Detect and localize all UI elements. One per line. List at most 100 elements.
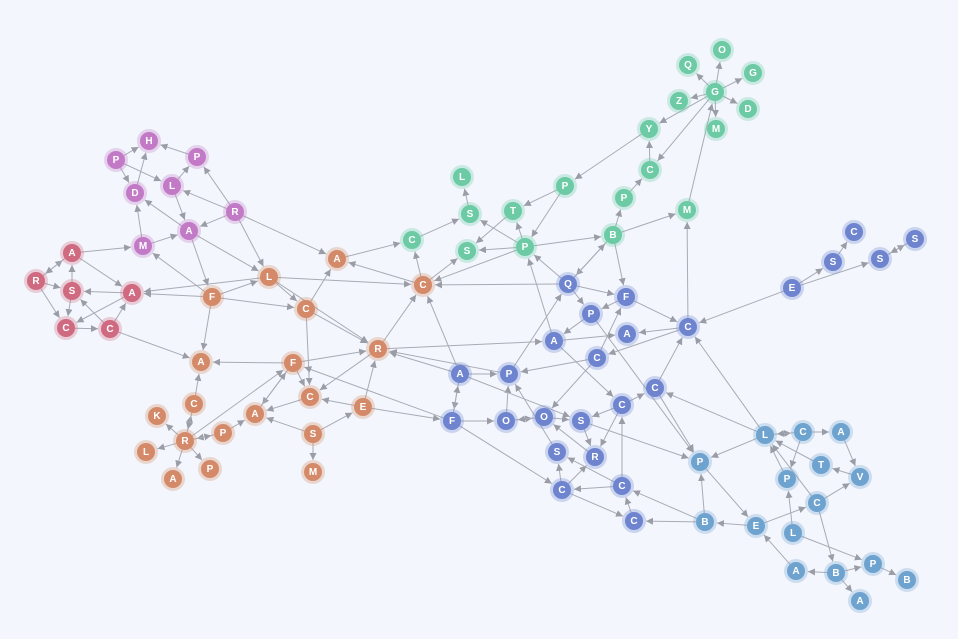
node-p6[interactable]: R	[223, 200, 247, 224]
node-l15[interactable]: B	[895, 568, 919, 592]
node-g9[interactable]: P	[612, 186, 636, 210]
node-circle[interactable]	[214, 424, 232, 442]
node-circle[interactable]	[545, 332, 563, 350]
node-circle[interactable]	[691, 453, 709, 471]
node-g13[interactable]: G	[703, 80, 727, 104]
node-circle[interactable]	[832, 423, 850, 441]
node-p8[interactable]: M	[131, 234, 155, 258]
node-circle[interactable]	[328, 250, 346, 268]
node-circle[interactable]	[641, 161, 659, 179]
node-b1[interactable]: Q	[556, 272, 580, 296]
node-g12[interactable]: Z	[667, 89, 691, 113]
node-r6[interactable]: C	[98, 317, 122, 341]
node-b8[interactable]: C	[643, 376, 667, 400]
node-b2[interactable]: F	[614, 285, 638, 309]
node-circle[interactable]	[284, 354, 302, 372]
node-circle[interactable]	[588, 349, 606, 367]
node-circle[interactable]	[898, 571, 916, 589]
node-circle[interactable]	[260, 268, 278, 286]
node-g7[interactable]: P	[513, 235, 537, 259]
node-b23[interactable]: C	[842, 220, 866, 244]
node-l11[interactable]: L	[781, 521, 805, 545]
node-p5[interactable]: L	[160, 174, 184, 198]
node-o15[interactable]: P	[211, 421, 235, 445]
node-b10[interactable]: P	[497, 362, 521, 386]
node-circle[interactable]	[556, 177, 574, 195]
node-b12[interactable]: F	[440, 409, 464, 433]
node-g8[interactable]: B	[601, 223, 625, 247]
node-g14[interactable]: Q	[676, 53, 700, 77]
node-circle[interactable]	[808, 494, 826, 512]
node-b11[interactable]: C	[610, 393, 634, 417]
node-l2[interactable]: C	[791, 420, 815, 444]
node-circle[interactable]	[403, 231, 421, 249]
node-o16[interactable]: L	[134, 440, 158, 464]
node-circle[interactable]	[164, 470, 182, 488]
node-o7[interactable]: F	[281, 351, 305, 375]
node-b21[interactable]: E	[780, 276, 804, 300]
node-circle[interactable]	[744, 64, 762, 82]
node-l7[interactable]: C	[805, 491, 829, 515]
node-circle[interactable]	[443, 412, 461, 430]
node-b17[interactable]: R	[583, 445, 607, 469]
node-o9[interactable]: C	[182, 392, 206, 416]
node-circle[interactable]	[553, 481, 571, 499]
node-p4[interactable]: D	[123, 181, 147, 205]
node-g6[interactable]: P	[553, 174, 577, 198]
node-circle[interactable]	[301, 388, 319, 406]
node-o20[interactable]: M	[301, 460, 325, 484]
node-circle[interactable]	[180, 222, 198, 240]
node-b25[interactable]: S	[903, 227, 927, 251]
node-o5[interactable]: C	[411, 273, 435, 297]
node-circle[interactable]	[604, 226, 622, 244]
node-l14[interactable]: P	[861, 552, 885, 576]
node-l10[interactable]: E	[744, 514, 768, 538]
node-circle[interactable]	[304, 463, 322, 481]
node-p2[interactable]: H	[137, 129, 161, 153]
node-circle[interactable]	[203, 288, 221, 306]
node-circle[interactable]	[756, 426, 774, 444]
node-g2[interactable]: S	[458, 202, 482, 226]
node-circle[interactable]	[63, 282, 81, 300]
node-circle[interactable]	[615, 189, 633, 207]
node-p7[interactable]: A	[177, 219, 201, 243]
node-l16[interactable]: A	[848, 589, 872, 613]
node-l5[interactable]: V	[848, 465, 872, 489]
node-circle[interactable]	[297, 300, 315, 318]
node-g5[interactable]: T	[501, 199, 525, 223]
node-b9[interactable]: A	[448, 362, 472, 386]
node-p1[interactable]: P	[104, 148, 128, 172]
node-b16[interactable]: S	[545, 440, 569, 464]
node-g10[interactable]: C	[638, 158, 662, 182]
node-b7[interactable]: C	[585, 346, 609, 370]
node-r4[interactable]: A	[120, 281, 144, 305]
node-g15[interactable]: O	[710, 38, 734, 62]
node-circle[interactable]	[137, 443, 155, 461]
node-circle[interactable]	[451, 365, 469, 383]
node-o18[interactable]: A	[161, 467, 185, 491]
node-circle[interactable]	[535, 408, 553, 426]
node-circle[interactable]	[140, 132, 158, 150]
node-circle[interactable]	[613, 477, 631, 495]
node-o1[interactable]: A	[325, 247, 349, 271]
node-circle[interactable]	[827, 564, 845, 582]
node-l13[interactable]: B	[824, 561, 848, 585]
node-circle[interactable]	[851, 592, 869, 610]
node-circle[interactable]	[678, 201, 696, 219]
node-circle[interactable]	[107, 151, 125, 169]
node-o12[interactable]: A	[243, 402, 267, 426]
node-circle[interactable]	[783, 279, 801, 297]
node-circle[interactable]	[201, 460, 219, 478]
node-circle[interactable]	[646, 379, 664, 397]
node-b14[interactable]: O	[532, 405, 556, 429]
node-circle[interactable]	[778, 470, 796, 488]
node-circle[interactable]	[304, 425, 322, 443]
node-circle[interactable]	[618, 325, 636, 343]
node-p3[interactable]: P	[185, 145, 209, 169]
node-circle[interactable]	[559, 275, 577, 293]
node-circle[interactable]	[784, 524, 802, 542]
node-o4[interactable]: C	[294, 297, 318, 321]
node-r5[interactable]: C	[54, 316, 78, 340]
node-l3[interactable]: A	[829, 420, 853, 444]
node-circle[interactable]	[586, 448, 604, 466]
